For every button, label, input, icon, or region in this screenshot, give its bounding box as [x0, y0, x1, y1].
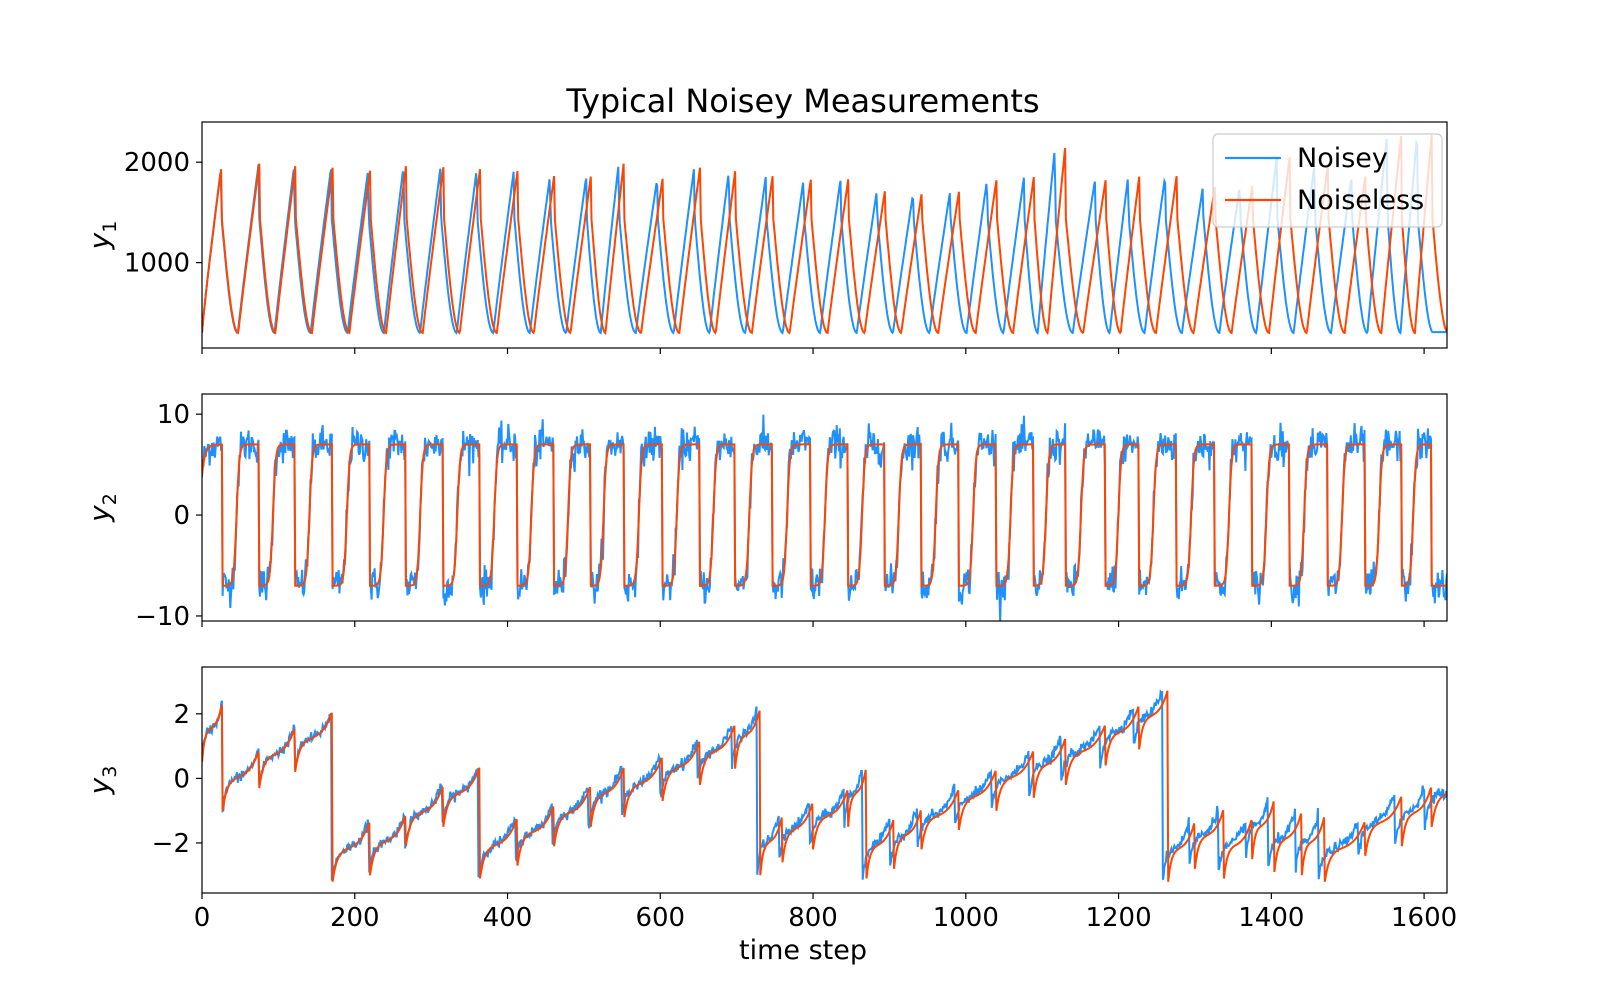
y-tick-label: 10 [157, 400, 190, 430]
x-tick-label: 200 [330, 903, 380, 933]
x-tick-label: 1000 [933, 903, 999, 933]
x-tick-label: 0 [194, 903, 211, 933]
y-axis-label: y3 [83, 766, 121, 796]
y-tick-label: −2 [152, 829, 190, 859]
y-tick-label: 0 [173, 501, 190, 531]
x-tick-label: 1400 [1238, 903, 1304, 933]
x-axis-label: time step [739, 935, 867, 966]
y-tick-label: 2000 [124, 148, 190, 178]
axes-frame [201, 121, 1448, 349]
x-tick-label: 1200 [1085, 903, 1151, 933]
axes-frame [201, 666, 1448, 894]
legend-label-noiseless: Noiseless [1297, 185, 1424, 216]
series-noiseless-line [202, 135, 1447, 336]
y-tick-label: 2 [173, 700, 190, 730]
subplot-2: −10 0 10 y2 [83, 393, 1448, 632]
series-noiseless-line [202, 443, 1447, 587]
y-axis-label: y1 [83, 221, 121, 251]
series-noisey-line [202, 688, 1447, 881]
y-tick-label: 0 [173, 764, 190, 794]
legend-label-noisey: Noisey [1297, 143, 1388, 174]
y-axis-label: y2 [83, 493, 121, 523]
series-noiseless-line [202, 690, 1447, 882]
x-tick-label: 1600 [1391, 903, 1457, 933]
y-tick-label: 1000 [124, 249, 190, 279]
axes-frame [201, 393, 1448, 622]
x-tick-label: 400 [483, 903, 533, 933]
legend: Noisey Noiseless [1212, 133, 1443, 228]
x-tick-label: 800 [788, 903, 838, 933]
subplot-3: −2 0 2 0 200 400 600 800 1000 1200 1400 1600 y3 [83, 666, 1457, 933]
chart-title: Typical Noisey Measurements [565, 82, 1039, 120]
x-tick-label: 600 [635, 903, 685, 933]
y-tick-label: −10 [135, 602, 190, 632]
